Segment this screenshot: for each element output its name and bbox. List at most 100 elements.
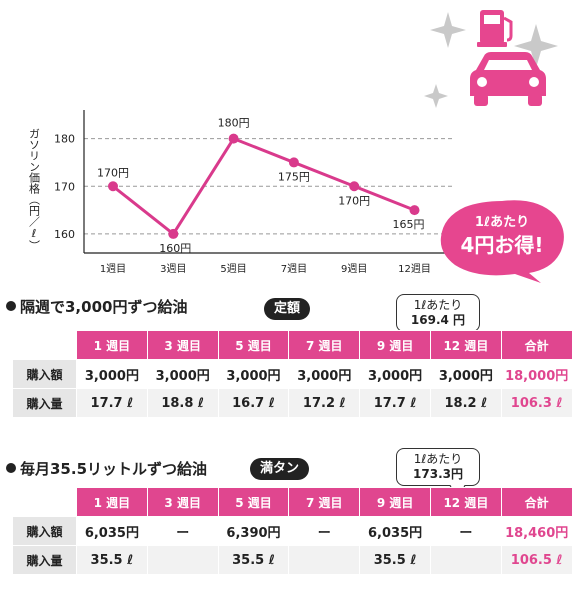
x-tick-label: 9週目	[341, 263, 367, 275]
column-header: 合計	[500, 330, 573, 360]
section1-title-text: 隔週で3,000円ずつ給油	[20, 298, 188, 316]
table-corner	[12, 330, 77, 360]
table-row: 購入額 6,035円ー 6,390円ー 6,035円ー 18,460円	[12, 516, 573, 546]
y-ticks: 160 170 180	[54, 133, 75, 241]
table-cell: 18.8 ℓ	[146, 388, 219, 418]
data-point	[108, 181, 118, 192]
data-point	[349, 181, 360, 192]
x-tick-label: 5週目	[220, 263, 246, 275]
column-header: 5 週目	[217, 487, 290, 517]
bullet-icon	[6, 463, 16, 473]
section2-table: 1 週目 3 週目 5 週目 7 週目 9 週目 12 週目 合計 購入額 6,035円ー 6,3…	[12, 487, 573, 575]
total-cell: 18,000円	[500, 359, 573, 389]
x-tick-label: 1週目	[100, 263, 126, 275]
y-tick-label: 180	[54, 133, 75, 146]
callout-line2: 173.3円	[413, 467, 463, 481]
table-cell: 35.5 ℓ	[359, 545, 431, 575]
burst-shape	[440, 200, 564, 283]
table-cell: ー	[288, 516, 361, 546]
savings-burst	[440, 200, 564, 283]
data-point	[168, 228, 179, 239]
table-cell: 16.7 ℓ	[217, 388, 290, 418]
y-tick-label: 170	[54, 180, 75, 193]
data-label: 165円	[393, 218, 425, 231]
total-cell: 18,460円	[500, 516, 573, 546]
callout-line1: 1ℓあたり	[413, 452, 463, 466]
table-cell	[429, 545, 502, 575]
data-label: 175円	[278, 170, 310, 183]
table-cell: 3,000円	[359, 359, 431, 389]
table-cell: 3,000円	[146, 359, 219, 389]
fuel-pump-icon	[477, 10, 513, 47]
data-label: 170円	[97, 166, 129, 179]
table-cell: 17.7 ℓ	[76, 388, 148, 418]
section1-badge: 定額	[264, 298, 311, 320]
section1-callout: 1ℓあたり 169.4 円	[396, 294, 480, 332]
table-cell: 6,035円	[76, 516, 148, 546]
data-labels: 170円 160円 180円 175円 170円 165円	[97, 117, 425, 255]
sparkle-icon	[514, 24, 558, 68]
data-point	[288, 157, 299, 168]
column-header: 9 週目	[359, 487, 431, 517]
sparkle-icon	[424, 84, 448, 108]
row-header: 購入量	[12, 388, 77, 418]
y-tick-label: 160	[54, 228, 75, 241]
total-cell: 106.3 ℓ	[500, 388, 573, 418]
bullet-icon	[6, 301, 16, 311]
table-cell: 35.5 ℓ	[76, 545, 148, 575]
section1-table: 1 週目 3 週目 5 週目 7 週目 9 週目 12 週目 合計 購入額 3,000円 3,00…	[12, 330, 573, 418]
table-cell	[288, 545, 361, 575]
data-point	[228, 133, 239, 144]
callout-line2: 169.4 円	[410, 313, 466, 327]
table-cell: 3,000円	[76, 359, 148, 389]
table-cell: 17.2 ℓ	[288, 388, 361, 418]
column-header: 7 週目	[288, 330, 361, 360]
table-row: 購入量 35.5 ℓ 35.5 ℓ 35.5 ℓ 106.5 ℓ	[12, 545, 573, 575]
table-cell: 17.7 ℓ	[359, 388, 431, 418]
section1-title: 隔週で3,000円ずつ給油	[6, 296, 187, 317]
table-cell: 35.5 ℓ	[217, 545, 290, 575]
column-header: 12 週目	[429, 487, 502, 517]
table-corner	[12, 487, 77, 517]
table-cell: 3,000円	[217, 359, 290, 389]
section2-title: 毎月35.5リットルずつ給油	[6, 458, 207, 479]
column-header: 9 週目	[359, 330, 431, 360]
table-cell: 3,000円	[288, 359, 361, 389]
chart-grid	[84, 138, 452, 235]
table-cell: 3,000円	[429, 359, 502, 389]
burst-line1: 1ℓあたり	[474, 215, 530, 230]
data-label: 160円	[159, 242, 191, 255]
table-cell	[146, 545, 219, 575]
x-tick-label: 3週目	[160, 263, 186, 275]
x-ticks: 1週目 3週目 5週目 7週目 9週目 12週目	[100, 263, 431, 275]
column-header: 5 週目	[217, 330, 290, 360]
car-icon	[470, 52, 546, 106]
data-point	[409, 205, 420, 216]
column-header: 3 週目	[146, 487, 219, 517]
column-header: 1 週目	[76, 487, 148, 517]
column-header: 3 週目	[146, 330, 219, 360]
data-label: 170円	[338, 194, 370, 207]
section2-badge: 満タン	[250, 458, 310, 480]
table-row: 購入額 3,000円 3,000円 3,000円 3,000円 3,000円 3,000円 1…	[12, 359, 573, 389]
sparkle-icon	[430, 12, 466, 48]
table-cell: 6,035円	[359, 516, 431, 546]
total-cell: 106.5 ℓ	[500, 545, 573, 575]
row-header: 購入額	[12, 359, 77, 389]
x-tick-label: 7週目	[281, 263, 307, 275]
savings-burst-text: 1ℓあたり 4円お得!	[437, 214, 567, 258]
table-cell: ー	[429, 516, 502, 546]
column-header: 7 週目	[288, 487, 361, 517]
row-header: 購入量	[12, 545, 77, 575]
table-cell: 6,390円	[217, 516, 290, 546]
x-tick-label: 12週目	[398, 263, 431, 275]
section2-callout: 1ℓあたり 173.3円	[396, 448, 480, 486]
series-line	[112, 137, 416, 236]
callout-line1: 1ℓあたり	[413, 298, 463, 312]
row-header: 購入額	[12, 516, 77, 546]
data-label: 180円	[218, 117, 250, 130]
column-header: 合計	[500, 487, 573, 517]
price-line-chart: ガソリン価格（円／ℓ） 160 170 180 1週目 3週目 5週目 7週目 9週目 12週…	[28, 110, 452, 275]
burst-line2: 4円お得!	[460, 233, 544, 257]
